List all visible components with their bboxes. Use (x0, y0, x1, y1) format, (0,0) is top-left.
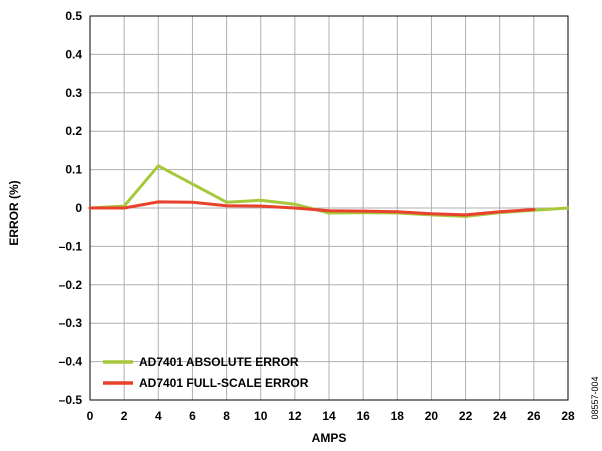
y-tick-label: –0.5 (59, 393, 83, 407)
series-lines (88, 164, 570, 218)
x-tick-label: 18 (391, 409, 405, 423)
y-tick-label: 0.5 (65, 9, 82, 23)
x-tick-label: 28 (561, 409, 575, 423)
y-tick-label: 0 (75, 201, 82, 215)
x-tick-label: 8 (223, 409, 230, 423)
y-tick-label: –0.3 (59, 316, 83, 330)
y-tick-label: –0.2 (59, 278, 83, 292)
x-tick-labels: 0 2 4 6 8 10 12 14 16 18 20 22 24 26 28 (87, 409, 575, 423)
grid (89, 15, 569, 401)
x-tick-label: 4 (155, 409, 162, 423)
x-tick-label: 12 (288, 409, 302, 423)
y-tick-label: 0.3 (65, 86, 82, 100)
x-tick-label: 0 (87, 409, 94, 423)
y-tick-label: 0.2 (65, 124, 82, 138)
y-tick-label: 0.4 (65, 47, 82, 61)
x-tick-label: 24 (493, 409, 507, 423)
x-axis-label: AMPS (312, 431, 347, 445)
y-tick-labels: 0.5 0.4 0.3 0.2 0.1 0 –0.1 –0.2 –0.3 –0.4 –0.5 (59, 9, 83, 407)
figure-id: 08557-004 (590, 376, 600, 419)
x-tick-label: 22 (459, 409, 473, 423)
x-tick-label: 2 (121, 409, 128, 423)
x-tick-label: 6 (189, 409, 196, 423)
x-tick-label: 26 (527, 409, 541, 423)
legend-label: AD7401 ABSOLUTE ERROR (139, 355, 299, 369)
x-tick-label: 20 (425, 409, 439, 423)
y-tick-label: –0.1 (59, 239, 83, 253)
y-tick-label: –0.4 (59, 355, 83, 369)
legend-label: AD7401 FULL-SCALE ERROR (139, 376, 309, 390)
legend: AD7401 ABSOLUTE ERROR AD7401 FULL-SCALE E… (103, 355, 309, 390)
y-axis-label: ERROR (%) (7, 180, 21, 245)
x-tick-label: 14 (322, 409, 336, 423)
x-tick-label: 16 (356, 409, 370, 423)
x-tick-label: 10 (254, 409, 268, 423)
series-line-full-scale-error (88, 200, 536, 217)
y-tick-label: 0.1 (65, 163, 82, 177)
